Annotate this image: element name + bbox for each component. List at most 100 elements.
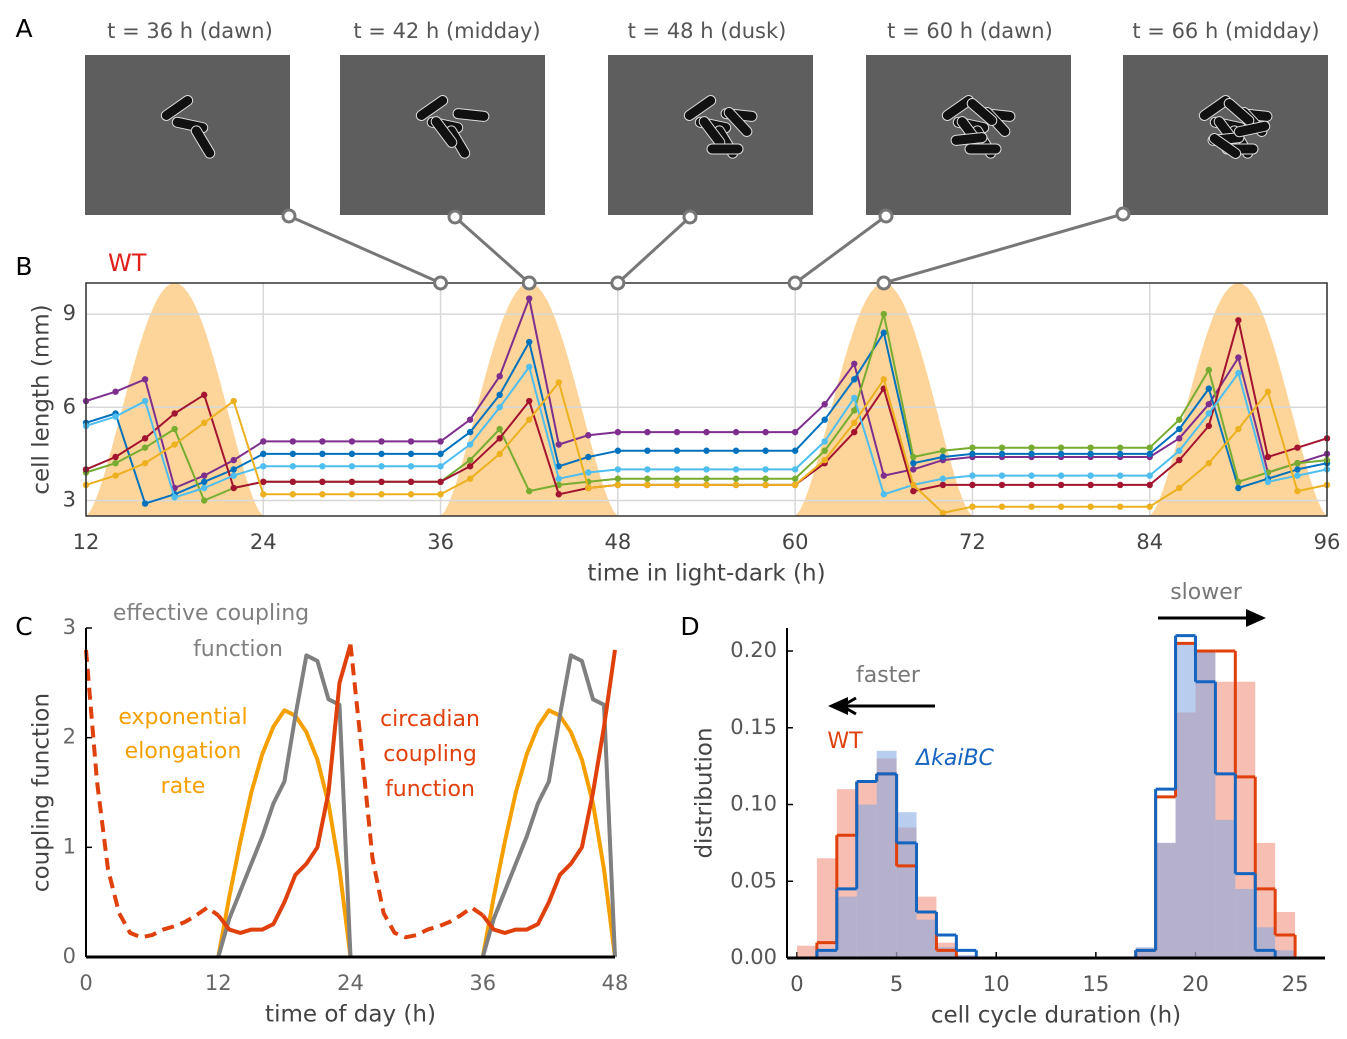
- connector-end: [281, 208, 297, 224]
- data-point: [614, 475, 622, 482]
- connector: [616, 215, 692, 285]
- data-point: [791, 466, 799, 473]
- image-caption: t = 60 h (dawn): [887, 19, 1053, 43]
- snapshot-marker: [521, 275, 537, 291]
- curve-label: function: [385, 777, 475, 802]
- data-point: [319, 438, 326, 445]
- image-caption: t = 42 h (midday): [353, 19, 540, 43]
- data-point: [437, 450, 444, 458]
- x-tick-label: 5: [890, 972, 903, 996]
- connector: [794, 214, 887, 285]
- data-point: [230, 466, 237, 473]
- data-point: [1205, 422, 1213, 430]
- y-axis-label: cell length (mm): [29, 304, 55, 494]
- data-point: [171, 410, 178, 417]
- data-point: [821, 438, 828, 445]
- data-point: [496, 404, 503, 411]
- data-point: [319, 478, 326, 486]
- data-point: [1116, 503, 1124, 510]
- data-point: [1087, 472, 1094, 479]
- data-point: [1235, 317, 1242, 324]
- data-point: [141, 444, 149, 451]
- connector-end: [447, 209, 463, 225]
- data-point: [112, 472, 119, 479]
- data-point: [1028, 503, 1035, 510]
- y-tick-label: 9: [63, 301, 76, 325]
- data-point: [260, 478, 267, 486]
- data-point: [880, 310, 887, 318]
- cell: [430, 116, 458, 148]
- data-point: [1028, 444, 1035, 451]
- data-point: [1294, 487, 1301, 495]
- y-axis-label: coupling function: [29, 693, 55, 892]
- data-point: [673, 475, 681, 482]
- data-point: [1176, 447, 1183, 454]
- data-point: [910, 459, 917, 467]
- data-point: [939, 475, 947, 482]
- data-point: [407, 450, 415, 458]
- cell: [1208, 133, 1242, 159]
- data-point: [230, 456, 237, 464]
- x-tick-label: 20: [1182, 972, 1209, 996]
- data-point: [1116, 472, 1124, 479]
- data-point: [939, 447, 947, 454]
- x-tick-label: 72: [959, 530, 986, 554]
- data-point: [526, 416, 533, 423]
- data-point: [969, 503, 976, 510]
- data-point: [585, 469, 592, 476]
- data-point: [466, 456, 474, 464]
- data-point: [703, 447, 710, 454]
- data-point: [1087, 444, 1094, 451]
- data-point: [791, 428, 799, 436]
- legend-entry: ΔkaiBC: [914, 746, 994, 771]
- snapshot-marker: [433, 275, 449, 291]
- image-caption: t = 66 h (midday): [1132, 19, 1319, 43]
- data-point: [496, 435, 503, 442]
- x-tick-label: 48: [602, 971, 629, 995]
- y-tick-label: 6: [63, 394, 76, 418]
- cell: [950, 132, 988, 146]
- data-point: [437, 463, 444, 470]
- data-point: [200, 484, 208, 492]
- cell: [964, 143, 1002, 155]
- data-point: [585, 432, 592, 439]
- data-point: [703, 481, 710, 489]
- data-point: [1264, 453, 1272, 461]
- data-point: [1264, 388, 1272, 395]
- series-line: [216, 708, 617, 958]
- connector-end: [1115, 206, 1131, 222]
- data-point: [466, 475, 474, 482]
- data-point: [880, 472, 887, 479]
- panel-label: C: [15, 612, 32, 641]
- data-point: [762, 428, 769, 436]
- data-point: [555, 379, 562, 386]
- data-point: [880, 491, 887, 498]
- data-point: [851, 394, 858, 402]
- data-point: [1294, 466, 1301, 473]
- x-tick-label: 12: [73, 530, 100, 554]
- data-point: [289, 491, 297, 498]
- data-point: [555, 475, 562, 482]
- x-tick-label: 0: [79, 971, 92, 995]
- data-point: [466, 428, 474, 436]
- hist-bar: [896, 812, 917, 958]
- hist-bar: [1255, 927, 1276, 958]
- data-point: [1264, 478, 1272, 486]
- data-point: [732, 475, 740, 482]
- data-point: [969, 481, 976, 489]
- y-tick-label: 0.15: [730, 715, 777, 739]
- cell: [723, 106, 753, 138]
- data-point: [112, 459, 119, 467]
- x-tick-label: 25: [1282, 972, 1309, 996]
- hist-bar: [1275, 950, 1296, 958]
- data-point: [289, 463, 297, 470]
- data-point: [200, 391, 208, 399]
- data-point: [1087, 503, 1094, 510]
- data-point: [348, 491, 356, 498]
- data-point: [614, 466, 622, 473]
- annotation: WT: [108, 249, 147, 277]
- data-point: [466, 441, 474, 448]
- data-point: [880, 329, 887, 336]
- data-point: [1235, 369, 1242, 377]
- hist-bar: [836, 896, 857, 958]
